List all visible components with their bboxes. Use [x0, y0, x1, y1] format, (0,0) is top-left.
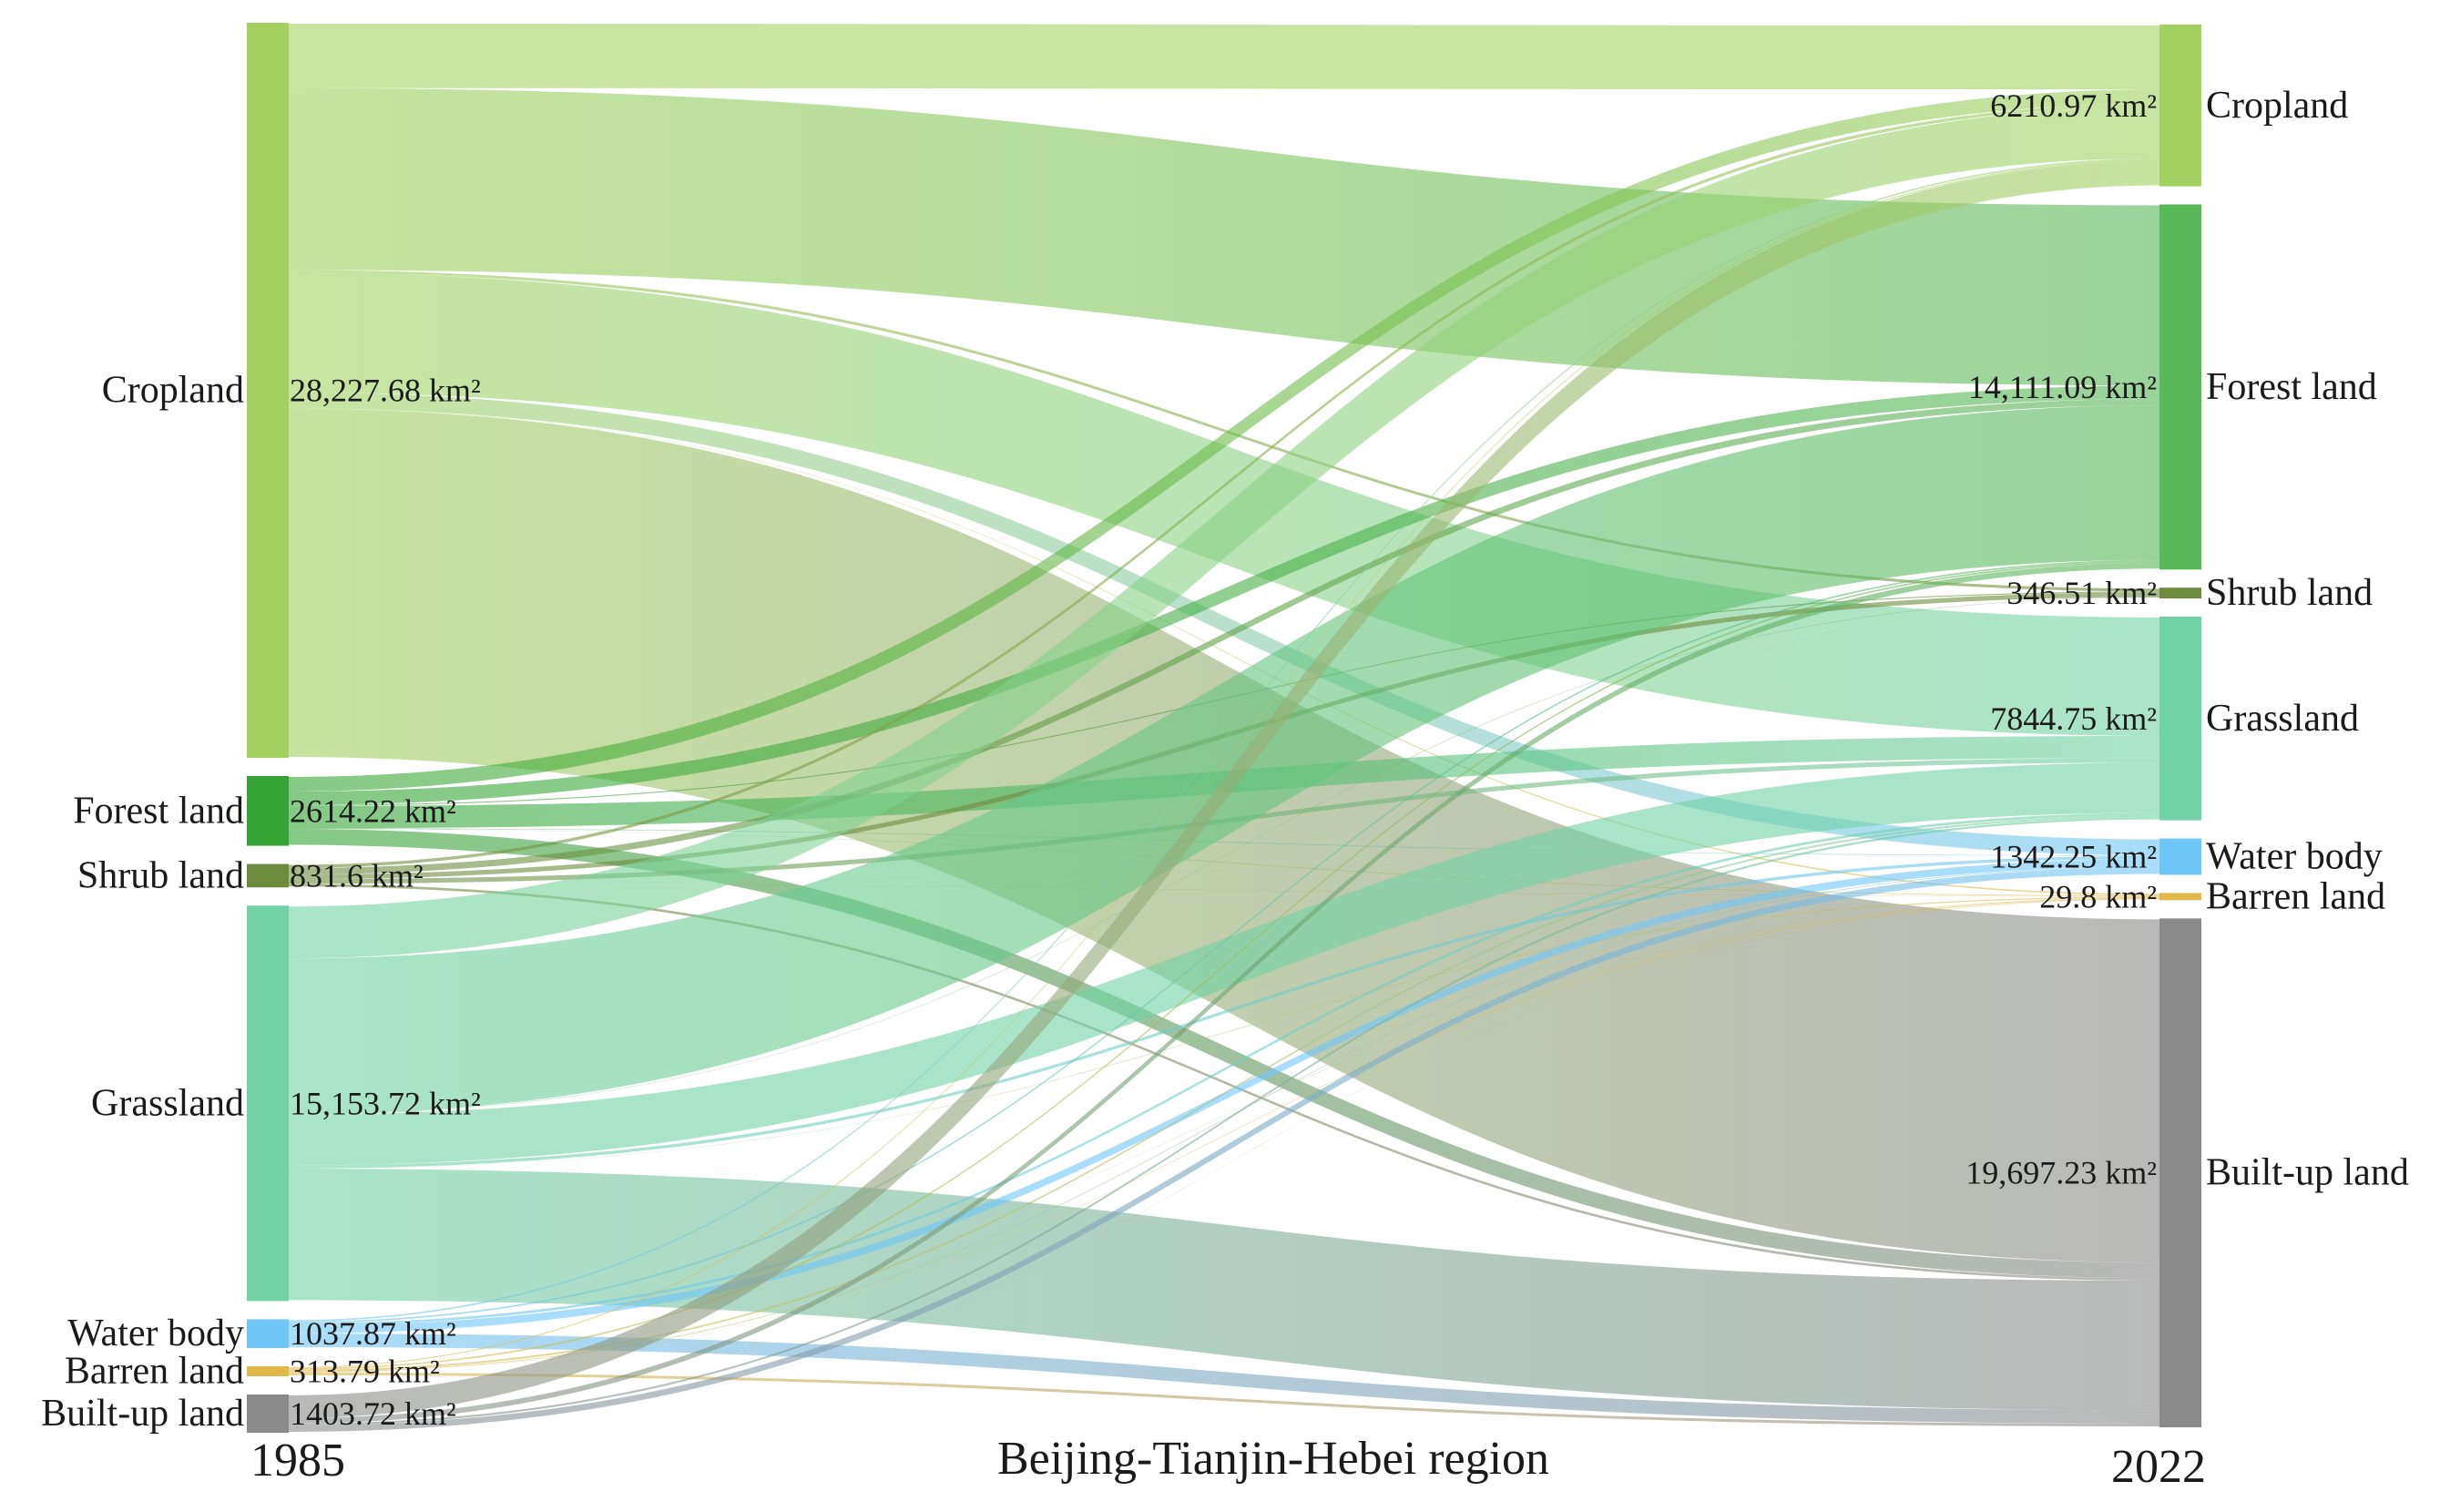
chart-title: Beijing-Tianjin-Hebei region	[997, 1433, 1549, 1485]
left-value-shrub: 831.6 km²	[290, 857, 424, 894]
right-value-barren: 29.8 km²	[2039, 878, 2157, 914]
flow-forest-to-built	[288, 829, 2160, 1279]
right-value-cropland: 6210.97 km²	[1990, 87, 2157, 124]
flow-water-to-built	[288, 1333, 2160, 1424]
flow-grass-to-shrub	[288, 597, 2160, 1115]
flow-barren-to-built	[288, 1372, 2160, 1426]
flow-shrub-to-built	[288, 884, 2160, 1281]
left-value-cropland: 28,227.68 km²	[290, 372, 481, 408]
flow-barren-to-water	[288, 866, 2160, 1373]
flow-grass-to-built	[288, 1169, 2160, 1411]
flow-built-to-cropland	[288, 160, 2160, 1419]
left-label-barren: Barren land	[65, 1350, 244, 1392]
flow-layer	[288, 24, 2160, 1432]
left-node-built	[247, 1394, 289, 1434]
flow-built-to-grass	[288, 817, 2160, 1426]
left-label-built: Built-up land	[41, 1393, 244, 1435]
flow-forest-to-barren	[288, 829, 2160, 896]
flow-built-to-barren	[288, 899, 2160, 1432]
flow-forest-to-cropland	[288, 89, 2160, 792]
left-label-water: Water body	[67, 1313, 244, 1354]
flow-barren-to-forest	[288, 561, 2160, 1370]
right-value-water: 1342.25 km²	[1990, 839, 2157, 875]
left-label-forest: Forest land	[73, 790, 244, 832]
left-node-barren	[247, 1366, 289, 1376]
right-value-built: 19,697.23 km²	[1965, 1155, 2157, 1191]
flow-shrub-to-barren	[288, 884, 2160, 897]
left-node-shrub	[247, 863, 289, 888]
right-value-forest: 14,111.09 km²	[1968, 369, 2157, 405]
left-label-cropland: Cropland	[102, 369, 244, 411]
right-node-layer	[2159, 25, 2201, 1427]
flow-cropland-to-cropland	[288, 24, 2160, 90]
flow-shrub-to-cropland	[288, 103, 2160, 868]
flow-built-to-forest	[288, 563, 2160, 1424]
right-node-cropland	[2159, 25, 2201, 187]
flow-grass-to-barren	[288, 896, 2160, 1170]
flow-grass-to-water	[288, 855, 2160, 1169]
left-value-forest: 2614.22 km²	[290, 792, 456, 829]
flow-barren-to-shrub	[288, 597, 2160, 1370]
flow-water-to-shrub	[288, 597, 2160, 1323]
left-value-barren: 313.79 km²	[290, 1353, 440, 1389]
right-node-shrub	[2159, 587, 2201, 598]
flow-cropland-to-shrub	[288, 270, 2160, 592]
left-label-shrub: Shrub land	[77, 854, 244, 896]
left-label-grass: Grassland	[91, 1082, 244, 1124]
flow-cropland-to-water	[288, 392, 2160, 856]
flow-grass-to-forest	[288, 405, 2160, 1115]
right-label-water: Water body	[2206, 836, 2383, 878]
right-year-label: 2022	[2111, 1441, 2206, 1493]
right-node-water	[2159, 838, 2201, 875]
left-node-water	[247, 1319, 289, 1349]
right-label-shrub: Shrub land	[2206, 572, 2373, 614]
flow-barren-to-barren	[288, 898, 2160, 1373]
right-value-grass: 7844.75 km²	[1990, 700, 2157, 737]
flow-shrub-to-water	[288, 855, 2160, 884]
left-value-water: 1037.87 km²	[290, 1315, 456, 1352]
right-value-shrub: 346.51 km²	[2006, 575, 2157, 611]
left-node-cropland	[247, 23, 289, 758]
label-layer: Cropland 28,227.68 km² Forest land 2614.22 …	[41, 85, 2409, 1435]
right-label-forest: Forest land	[2206, 366, 2377, 408]
left-node-forest	[247, 775, 289, 846]
flow-water-to-water	[288, 859, 2160, 1333]
right-node-forest	[2159, 204, 2201, 570]
flow-shrub-to-forest	[288, 398, 2160, 875]
flow-water-to-barren	[288, 897, 2160, 1334]
flow-water-to-cropland	[288, 158, 2160, 1323]
left-value-built: 1403.72 km²	[290, 1395, 456, 1432]
flow-built-to-shrub	[288, 597, 2160, 1424]
flow-water-to-forest	[288, 559, 2160, 1323]
flow-built-to-water	[288, 867, 2160, 1432]
right-label-built: Built-up land	[2206, 1152, 2409, 1194]
left-node-layer	[247, 23, 289, 1434]
flow-grass-to-grass	[288, 762, 2160, 1166]
flow-barren-to-cropland	[288, 159, 2160, 1369]
right-label-grass: Grassland	[2206, 698, 2359, 740]
flow-cropland-to-grass	[288, 272, 2160, 736]
right-node-grass	[2159, 616, 2201, 821]
right-label-barren: Barren land	[2206, 875, 2385, 917]
flow-barren-to-grass	[288, 815, 2160, 1372]
left-value-grass: 15,153.72 km²	[290, 1085, 481, 1121]
flow-cropland-to-barren	[288, 408, 2160, 896]
left-node-grass	[247, 905, 289, 1302]
right-node-built	[2159, 918, 2201, 1427]
flow-water-to-grass	[288, 812, 2160, 1326]
flow-forest-to-water	[288, 828, 2160, 856]
left-year-label: 1985	[250, 1435, 345, 1486]
right-label-cropland: Cropland	[2206, 85, 2348, 127]
right-node-barren	[2159, 893, 2201, 901]
flow-forest-to-forest	[288, 385, 2160, 805]
flow-grass-to-cropland	[288, 107, 2160, 959]
